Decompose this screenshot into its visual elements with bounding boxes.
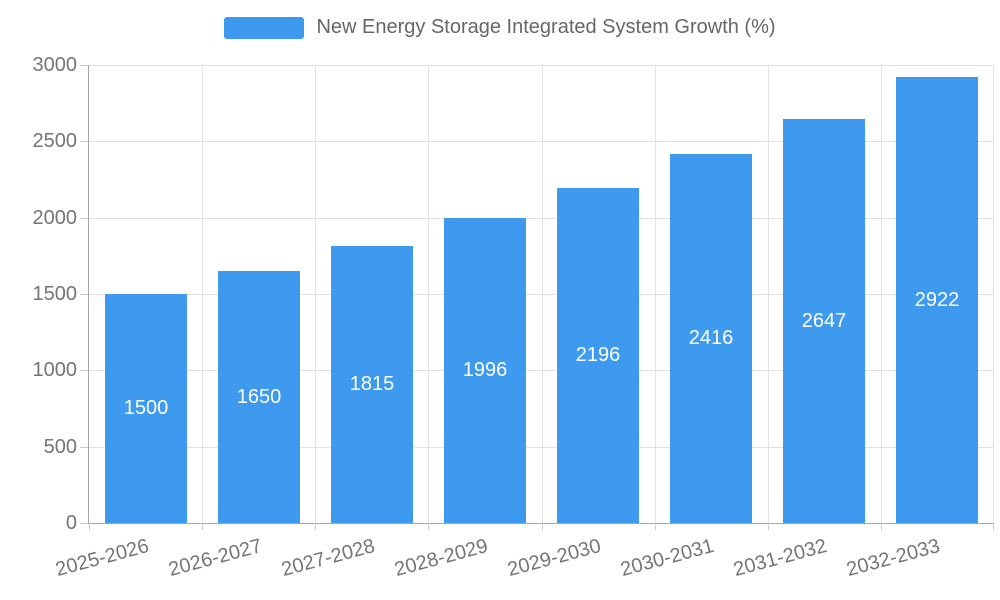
y-gridline xyxy=(89,218,994,219)
plot-area: 0 500 1000 1500 2000 2500 3000 1500 2025-2026 165… xyxy=(33,54,994,581)
x-axis-tick-label: 2029-2030 xyxy=(505,535,604,582)
bar-value-label: 2196 xyxy=(575,344,621,366)
x-axis-tick-label: 2028-2029 xyxy=(392,535,491,582)
x-axis-tick-label: 2032-2033 xyxy=(844,535,943,582)
x-axis-tick xyxy=(881,523,882,530)
x-gridline xyxy=(428,65,429,523)
y-axis-tick-label: 1500 xyxy=(32,283,78,305)
y-axis-tick-label: 2000 xyxy=(32,207,78,229)
bar-value-label: 1815 xyxy=(349,373,395,395)
x-axis-tick-label: 2031-2032 xyxy=(731,535,830,582)
x-axis-tick-label: 2027-2028 xyxy=(279,535,378,582)
x-gridline xyxy=(315,65,316,523)
y-axis-tick-label: 3000 xyxy=(32,54,78,76)
legend-label: New Energy Storage Integrated System Gro… xyxy=(316,16,776,38)
y-axis-tick xyxy=(80,523,88,524)
x-axis-tick-label: 2026-2027 xyxy=(166,535,265,582)
bar-value-label: 1500 xyxy=(123,397,169,419)
x-axis-tick xyxy=(89,523,90,530)
y-axis-tick xyxy=(80,218,88,219)
y-axis-tick-label: 500 xyxy=(43,436,77,458)
legend-swatch xyxy=(224,16,305,39)
y-gridline xyxy=(89,65,994,66)
bar-value-label: 1996 xyxy=(462,359,508,381)
y-axis-tick xyxy=(80,65,88,66)
bar[interactable]: 2416 xyxy=(670,154,752,523)
x-axis-tick xyxy=(428,523,429,530)
y-gridline xyxy=(89,141,994,142)
bar[interactable]: 1815 xyxy=(331,246,413,523)
x-axis-tick xyxy=(542,523,543,530)
x-gridline xyxy=(768,65,769,523)
y-gridline xyxy=(89,294,994,295)
bar-value-label: 1650 xyxy=(236,385,282,408)
y-axis-tick xyxy=(80,294,88,295)
x-axis-tick xyxy=(315,523,316,530)
y-gridline xyxy=(89,370,994,371)
y-gridline xyxy=(89,447,994,448)
x-gridline xyxy=(881,65,882,523)
x-axis-tick-label: 2030-2031 xyxy=(618,535,717,582)
x-axis-tick xyxy=(655,523,656,530)
bar[interactable]: 1650 xyxy=(218,271,300,523)
y-axis-tick-label: 2500 xyxy=(32,130,78,152)
y-axis-tick-label: 1000 xyxy=(32,359,78,381)
bar[interactable]: 2196 xyxy=(557,188,639,523)
x-gridline xyxy=(993,65,994,523)
bar[interactable]: 2922 xyxy=(896,77,978,523)
bar[interactable]: 2647 xyxy=(783,119,865,523)
x-gridline xyxy=(542,65,543,523)
y-axis-tick xyxy=(80,141,88,142)
y-axis-tick xyxy=(80,370,88,371)
bar-value-label: 2416 xyxy=(688,327,734,349)
y-axis-tick-label: 0 xyxy=(65,512,77,534)
bar-value-label: 2647 xyxy=(801,309,847,332)
legend[interactable]: New Energy Storage Integrated System Gro… xyxy=(0,16,1000,39)
bar-value-label: 2922 xyxy=(914,288,960,311)
x-axis-tick xyxy=(993,523,994,530)
x-axis-tick xyxy=(202,523,203,530)
x-gridline xyxy=(202,65,203,523)
x-axis-tick-label: 2025-2026 xyxy=(53,535,152,582)
y-axis-tick xyxy=(80,447,88,448)
x-axis-tick xyxy=(768,523,769,530)
x-gridline xyxy=(655,65,656,523)
bar[interactable]: 1500 xyxy=(105,294,187,523)
bar[interactable]: 1996 xyxy=(444,218,526,523)
